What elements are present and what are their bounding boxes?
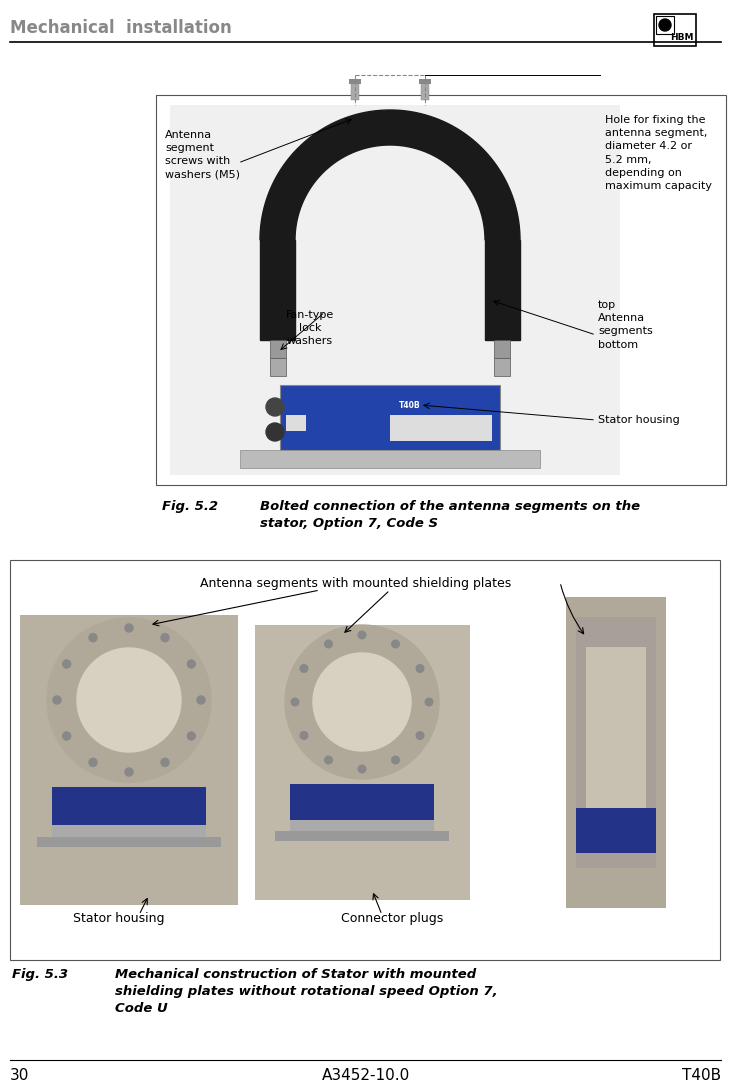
Circle shape: [266, 423, 284, 441]
Bar: [52, 787, 206, 825]
Bar: [351, 80, 359, 100]
Circle shape: [63, 661, 71, 668]
Bar: [255, 625, 470, 900]
Bar: [576, 808, 656, 853]
Circle shape: [325, 756, 333, 764]
Bar: [20, 615, 238, 905]
Text: Antenna
segment
screws with
washers (M5): Antenna segment screws with washers (M5): [165, 130, 240, 180]
Circle shape: [416, 665, 424, 673]
Bar: [566, 597, 666, 908]
Circle shape: [291, 699, 299, 706]
Bar: [280, 385, 500, 450]
Polygon shape: [313, 653, 411, 751]
Text: HBM: HBM: [670, 33, 694, 43]
Polygon shape: [260, 110, 520, 240]
Bar: [654, 14, 696, 46]
Bar: [586, 647, 646, 838]
Text: Fig. 5.3: Fig. 5.3: [12, 968, 68, 981]
Bar: [270, 340, 286, 358]
Bar: [290, 784, 434, 820]
Text: Stator housing: Stator housing: [598, 415, 680, 425]
Text: top
Antenna
segments
bottom: top Antenna segments bottom: [598, 300, 653, 350]
Circle shape: [53, 697, 61, 704]
Text: Bolted connection of the antenna segments on the
stator, Option 7, Code S: Bolted connection of the antenna segment…: [260, 500, 640, 530]
Bar: [52, 825, 206, 837]
Polygon shape: [285, 625, 439, 779]
Bar: [290, 820, 434, 832]
Circle shape: [358, 765, 366, 773]
Circle shape: [187, 661, 195, 668]
Circle shape: [425, 699, 433, 706]
Circle shape: [325, 640, 333, 647]
Circle shape: [392, 640, 399, 647]
Circle shape: [266, 398, 284, 416]
Circle shape: [161, 633, 169, 642]
Bar: [494, 340, 510, 358]
Text: Fan-type
lock
washers: Fan-type lock washers: [286, 310, 334, 347]
Text: Connector plugs: Connector plugs: [341, 912, 443, 925]
Text: Mechanical  installation: Mechanical installation: [10, 19, 232, 37]
Polygon shape: [47, 618, 211, 782]
Bar: [156, 95, 726, 485]
Text: T40B: T40B: [682, 1067, 721, 1082]
Bar: [390, 415, 492, 441]
Circle shape: [89, 759, 97, 766]
Bar: [419, 78, 431, 84]
Circle shape: [659, 19, 671, 31]
Circle shape: [125, 623, 133, 632]
Bar: [349, 78, 361, 84]
Circle shape: [358, 631, 366, 639]
Polygon shape: [485, 240, 520, 340]
Text: Hole for fixing the
antenna segment,
diameter 4.2 or
5.2 mm,
depending on
maximu: Hole for fixing the antenna segment, dia…: [605, 116, 712, 191]
Bar: [421, 80, 429, 100]
Circle shape: [392, 756, 399, 764]
Bar: [10, 560, 720, 960]
Circle shape: [300, 731, 308, 739]
Bar: [240, 450, 540, 468]
Circle shape: [197, 697, 205, 704]
Polygon shape: [260, 240, 295, 340]
Bar: [494, 358, 510, 376]
Circle shape: [161, 759, 169, 766]
Bar: [576, 617, 656, 868]
Circle shape: [300, 665, 308, 673]
Text: Stator housing: Stator housing: [73, 912, 164, 925]
Text: Antenna segments with mounted shielding plates: Antenna segments with mounted shielding …: [200, 577, 511, 590]
Bar: [270, 358, 286, 376]
Circle shape: [416, 731, 424, 739]
Text: Mechanical construction of Stator with mounted
shielding plates without rotation: Mechanical construction of Stator with m…: [115, 968, 498, 1015]
Bar: [275, 832, 449, 840]
Bar: [656, 16, 674, 34]
Circle shape: [63, 732, 71, 740]
Text: Fig. 5.2: Fig. 5.2: [162, 500, 218, 513]
Circle shape: [125, 768, 133, 776]
Text: 30: 30: [10, 1067, 29, 1082]
Bar: [170, 105, 620, 475]
Text: T40B: T40B: [399, 400, 421, 410]
Bar: [37, 837, 221, 847]
Circle shape: [89, 633, 97, 642]
Text: A3452-10.0: A3452-10.0: [322, 1067, 409, 1082]
Polygon shape: [77, 647, 181, 752]
Circle shape: [187, 732, 195, 740]
Bar: [286, 415, 306, 431]
